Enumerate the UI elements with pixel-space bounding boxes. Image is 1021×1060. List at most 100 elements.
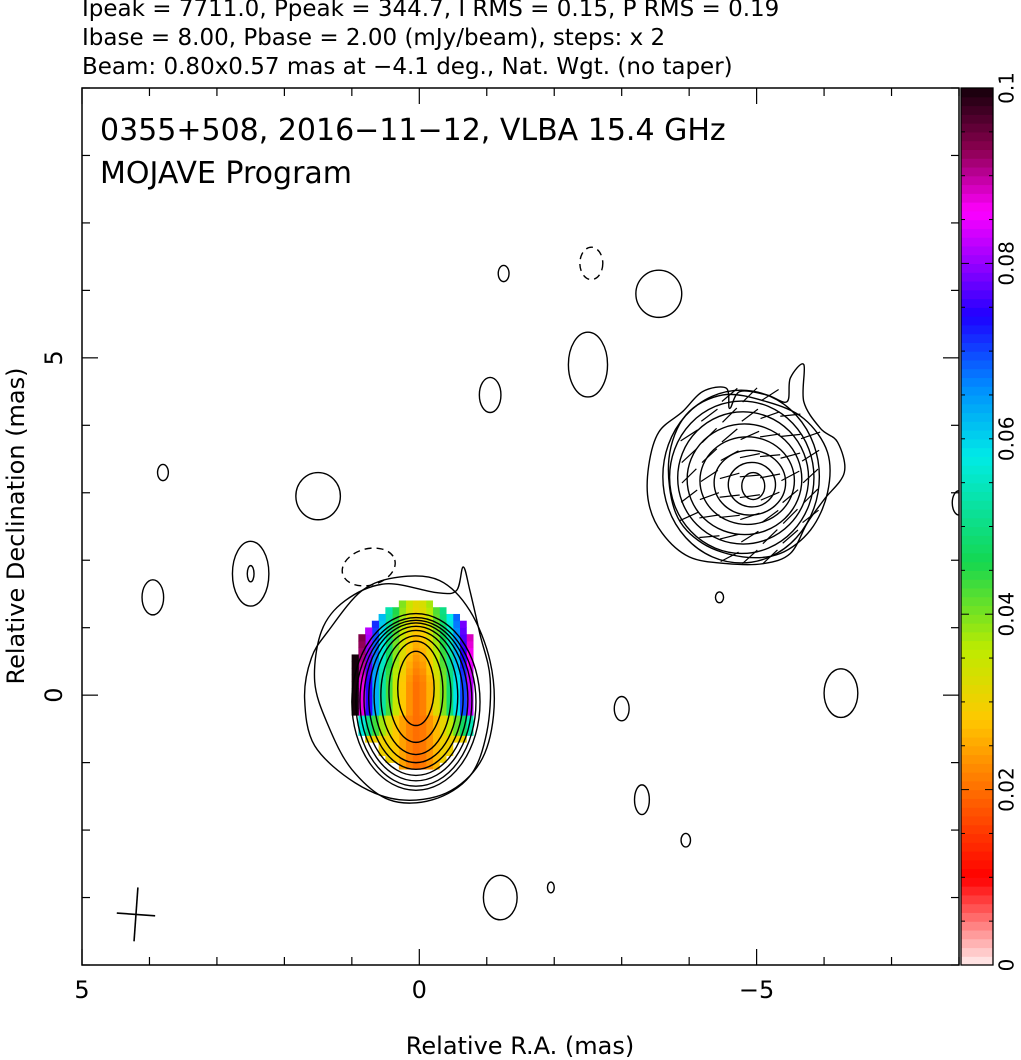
- pol-pixel: [351, 661, 359, 669]
- isolated-contour: [635, 269, 683, 319]
- pol-pixel: [365, 640, 373, 649]
- evpa-tick: [719, 472, 740, 480]
- evpa-tick: [741, 549, 758, 565]
- pol-pixel: [392, 627, 400, 635]
- pol-pixel: [412, 661, 420, 669]
- pol-pixel: [446, 735, 454, 743]
- pol-pixel: [419, 654, 427, 662]
- pol-pixel: [405, 654, 413, 662]
- pol-pixel: [371, 715, 380, 723]
- pol-pixel: [432, 735, 440, 743]
- colorbar-segment: [961, 728, 993, 738]
- colorbar-segment: [961, 377, 993, 387]
- pol-pixel: [412, 607, 420, 615]
- isolated-contour: [231, 540, 270, 607]
- pol-pixel: [392, 640, 400, 649]
- colorbar-segment: [961, 614, 993, 624]
- evpa-tick: [741, 408, 759, 422]
- pol-pixel: [425, 748, 434, 757]
- evpa-tick: [760, 491, 780, 501]
- pol-pixel: [405, 600, 413, 608]
- pol-pixel: [371, 735, 380, 743]
- evpa-tick: [762, 549, 778, 565]
- evpa-tick: [699, 514, 720, 519]
- pol-pixel: [398, 688, 407, 696]
- pol-pixel: [371, 681, 380, 689]
- pol-pixel: [405, 634, 413, 642]
- pol-pixel: [385, 721, 393, 730]
- pol-pixel: [398, 607, 407, 615]
- isolated-contour: [141, 579, 165, 616]
- pol-pixel: [358, 708, 366, 716]
- colorbar-segment: [961, 96, 993, 107]
- colorbar-segment: [961, 140, 993, 150]
- pol-pixel: [446, 667, 454, 676]
- isolated-contour: [823, 668, 859, 719]
- pol-pixel: [452, 613, 461, 622]
- colorbar-segment: [961, 280, 993, 291]
- pol-pixel: [432, 694, 440, 703]
- evpa-tick: [762, 529, 778, 545]
- pol-pixel: [392, 620, 400, 628]
- pol-pixel: [452, 728, 461, 736]
- evpa-tick: [739, 494, 760, 499]
- component-contour: [668, 400, 815, 555]
- pol-pixel: [378, 620, 386, 628]
- pol-pixel: [398, 627, 407, 635]
- chart-subtitle: MOJAVE Program: [100, 156, 352, 191]
- pol-pixel: [446, 701, 454, 709]
- evpa-tick: [780, 452, 801, 459]
- colorbar-segment: [961, 342, 993, 352]
- evpa-tick: [719, 533, 740, 540]
- pol-pixel: [459, 721, 467, 730]
- pol-pixel: [378, 694, 386, 703]
- evpa-tick: [782, 489, 799, 504]
- pol-pixel: [405, 640, 413, 649]
- pol-pixel: [358, 688, 366, 696]
- evpa-tick: [740, 512, 760, 521]
- colorbar-segment: [961, 473, 993, 484]
- pol-pixel: [371, 654, 380, 662]
- colorbar-segment: [961, 88, 993, 98]
- pol-pixel: [365, 674, 373, 682]
- colorbar-segment: [961, 228, 993, 238]
- pol-pixel: [419, 688, 427, 696]
- pol-pixel: [412, 755, 420, 763]
- colorbar-segment: [961, 500, 993, 510]
- colorbar-segment: [961, 684, 993, 694]
- pol-pixel: [425, 600, 434, 608]
- isolated-contour: [567, 331, 609, 398]
- pol-pixel: [412, 654, 420, 662]
- colorbar-segment: [961, 824, 993, 835]
- colorbar-segment: [961, 754, 993, 764]
- pol-pixel: [371, 688, 380, 696]
- pol-pixel: [446, 647, 454, 655]
- pol-pixel: [378, 640, 386, 649]
- pol-pixel: [432, 627, 440, 635]
- evpa-tick: [782, 529, 799, 544]
- pol-pixel: [398, 721, 407, 730]
- pol-pixel: [365, 715, 373, 723]
- pol-pixel: [439, 708, 447, 716]
- colorbar-segment: [961, 544, 993, 554]
- colorbar-segment: [961, 254, 993, 264]
- pol-pixel: [392, 667, 400, 676]
- colorbar-segment: [961, 640, 993, 650]
- evpa-tick: [780, 433, 801, 438]
- pol-pixel: [439, 667, 447, 676]
- beam-marker: [116, 887, 156, 942]
- colorbar-segment: [961, 272, 993, 282]
- pol-pixel: [425, 728, 434, 736]
- pol-pixel: [365, 708, 373, 716]
- pol-pixel: [439, 647, 447, 655]
- pol-pixel: [398, 748, 407, 757]
- pol-pixel: [425, 634, 434, 642]
- pol-pixel: [405, 728, 413, 736]
- pol-pixel: [412, 701, 420, 709]
- evpa-tick: [720, 551, 739, 563]
- pol-pixel: [439, 721, 447, 730]
- pol-pixel: [419, 715, 427, 723]
- pol-pixel: [452, 715, 461, 723]
- y-tick-label: 0: [40, 688, 68, 703]
